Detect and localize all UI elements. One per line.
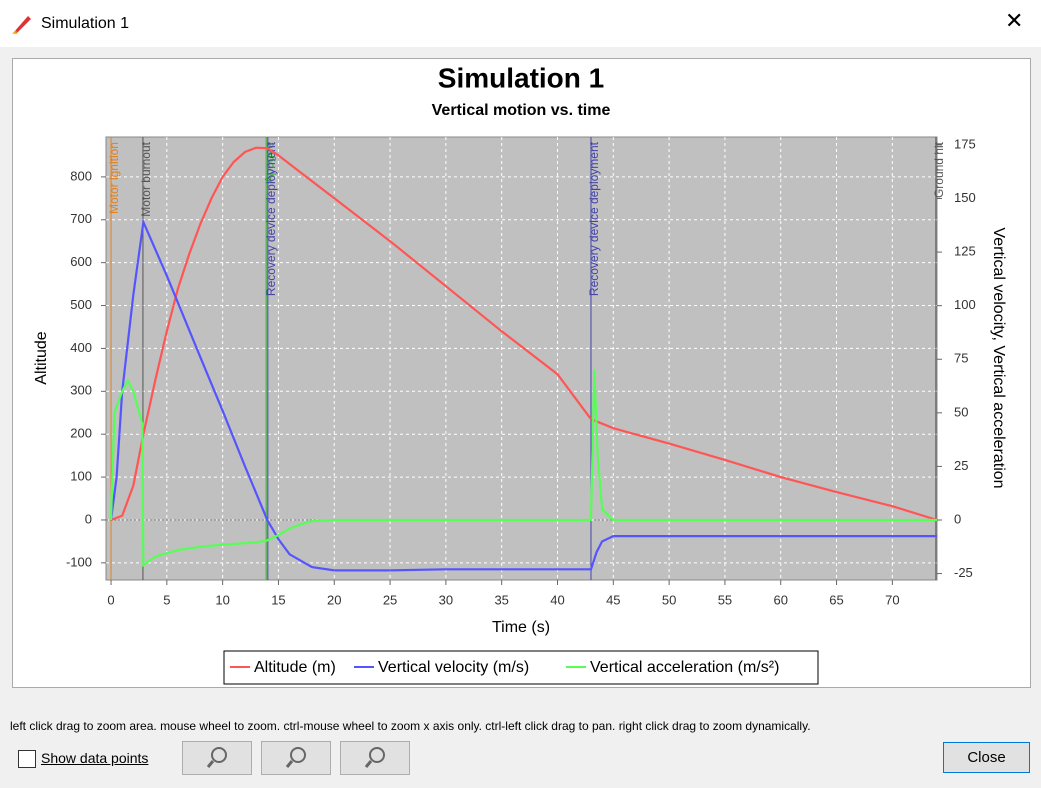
x-tick-label: 70 — [885, 592, 899, 607]
y2-axis-label: Vertical velocity, Vertical acceleration — [990, 227, 1007, 488]
series-line — [109, 218, 937, 572]
hint: left click drag to zoom area. mouse whee… — [10, 719, 811, 733]
legend — [223, 650, 819, 685]
zoom-out-button[interactable] — [261, 741, 331, 775]
checkbox[interactable] — [18, 750, 36, 768]
chart-title: Simulation 1 — [438, 62, 604, 93]
event-label: Recovery device deployment — [587, 141, 601, 296]
x-tick-label: 30 — [439, 592, 453, 607]
y2-tick-label: 50 — [954, 404, 968, 419]
x-tick-label: 55 — [718, 592, 732, 607]
y-tick-label: 100 — [70, 469, 92, 484]
event-label: Motor burnout — [139, 141, 153, 216]
x-tick-label: 65 — [829, 592, 843, 607]
y-tick-label: 200 — [70, 426, 92, 441]
chart-subtitle: Vertical motion vs. time — [432, 102, 611, 119]
y-tick-label: 600 — [70, 254, 92, 269]
y2-tick-label: 0 — [954, 511, 961, 526]
title-bar: Simulation 1 ✕ — [0, 0, 1041, 47]
zoom-icon — [206, 747, 227, 768]
chart: Simulation 1 Vertical motion vs. time Ti… — [33, 62, 1007, 685]
x-tick-label: 35 — [494, 592, 508, 607]
series-line — [109, 369, 937, 568]
legend-label: Vertical velocity (m/s) — [378, 659, 529, 676]
y-tick-label: 400 — [70, 340, 92, 355]
x-axis-label: Time (s) — [492, 619, 550, 636]
y-tick-label: 500 — [70, 297, 92, 312]
checkbox-label[interactable]: Show data points — [41, 750, 149, 766]
close-button[interactable]: Close — [943, 742, 1030, 773]
y2-tick-label: 175 — [954, 136, 976, 151]
y-tick-label: 700 — [70, 211, 92, 226]
y-tick-label: 300 — [70, 383, 92, 398]
zoom-reset-button[interactable] — [340, 741, 410, 775]
close-x[interactable]: ✕ — [1005, 8, 1024, 33]
x-tick-label: 5 — [163, 592, 170, 607]
y-tick-label: 800 — [70, 168, 92, 183]
x-tick-label: 45 — [606, 592, 620, 607]
zoom-in-button[interactable] — [182, 741, 252, 775]
x-tick-label: 0 — [107, 592, 114, 607]
x-tick-label: 20 — [327, 592, 341, 607]
y-tick-label: 0 — [85, 511, 92, 526]
y2-tick-label: 125 — [954, 244, 976, 259]
y2-tick-label: 100 — [954, 297, 976, 312]
x-tick-label: 60 — [773, 592, 787, 607]
x-tick-label: 25 — [383, 592, 397, 607]
plot-area — [105, 136, 938, 581]
y2-tick-label: -25 — [954, 565, 973, 580]
x-tick-label: 40 — [550, 592, 564, 607]
event-label: Motor ignition — [107, 142, 121, 214]
legend-label: Altitude (m) — [254, 659, 336, 676]
legend-label: Vertical acceleration (m/s²) — [590, 659, 779, 676]
app-icon — [12, 16, 31, 34]
y-tick-label: -100 — [66, 554, 92, 569]
zoom-icon — [285, 747, 306, 768]
y-axis-label: Altitude — [33, 331, 50, 384]
y2-tick-label: 25 — [954, 458, 968, 473]
y2-tick-label: 75 — [954, 351, 968, 366]
zoom-icon — [364, 747, 385, 768]
event-label: Ground hit — [932, 141, 946, 198]
y2-tick-label: 150 — [954, 190, 976, 205]
event-label: Recovery device deployment — [264, 141, 278, 296]
window-title: Simulation 1 — [41, 15, 130, 32]
x-tick-label: 10 — [215, 592, 229, 607]
series-line — [110, 146, 938, 522]
x-tick-label: 15 — [271, 592, 285, 607]
x-tick-label: 50 — [662, 592, 676, 607]
